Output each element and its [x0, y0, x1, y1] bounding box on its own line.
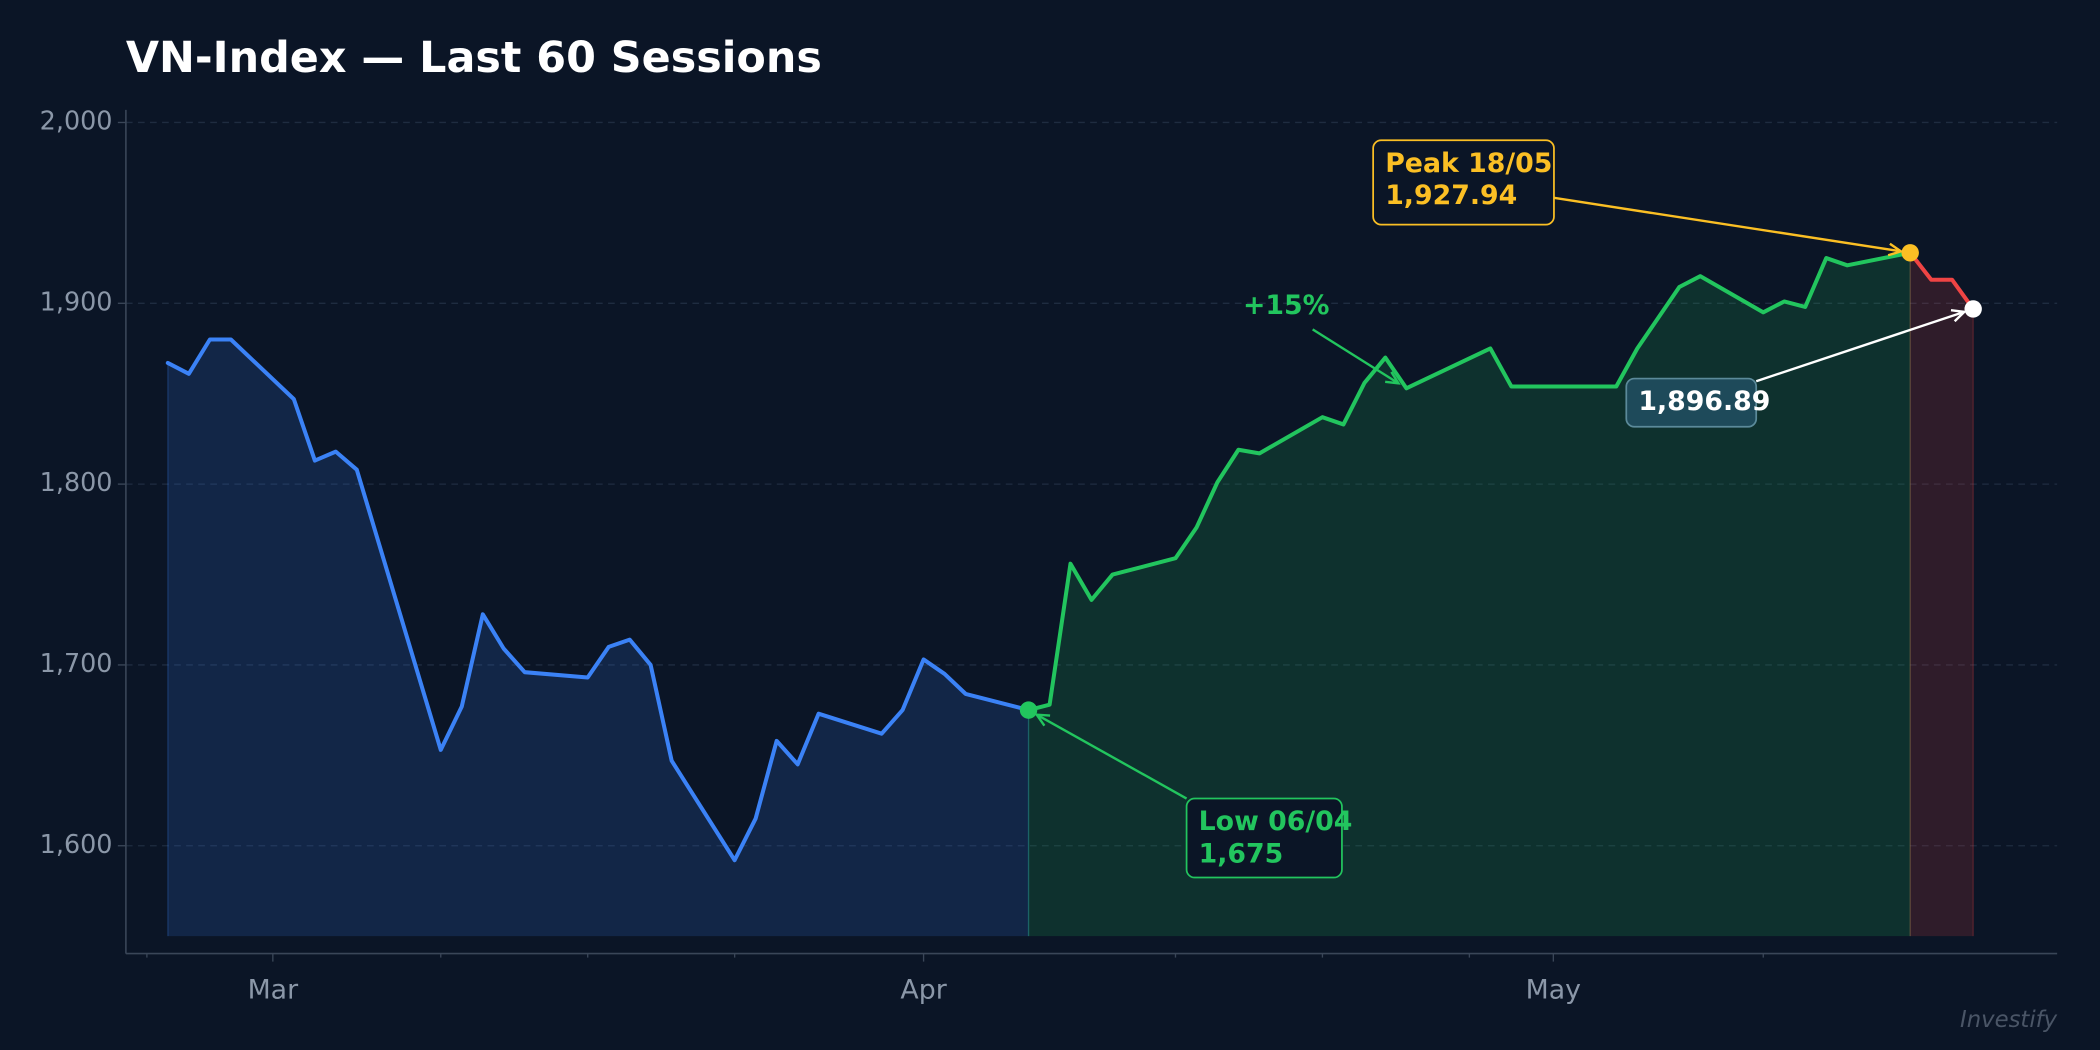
y-tick-label: 1,600: [40, 829, 113, 859]
line: [1026, 250, 1913, 713]
annotation-text: 1,675: [1199, 838, 1284, 869]
arrow-head: [1034, 713, 1051, 727]
area: [167, 339, 1029, 937]
area: [1910, 252, 1974, 937]
y-tick-label: 1,700: [40, 648, 113, 678]
watermark: Investify: [1960, 1007, 2058, 1033]
annotation-text: 1,896.89: [1638, 386, 1770, 417]
line: [165, 337, 1031, 863]
arrow-head: [1385, 371, 1401, 385]
annotation-arrow: [1755, 310, 1965, 383]
x-tick-label: Apr: [900, 975, 946, 1006]
annotation-marker: [1901, 244, 1919, 262]
annotation-box: [1625, 377, 1758, 428]
x-tick-label: May: [1526, 975, 1581, 1006]
annotation-text: +15%: [1243, 290, 1330, 321]
annotation-arrow: [1036, 713, 1188, 800]
annotation-text: Peak 18/05: [1385, 148, 1552, 179]
arrow-head: [1887, 242, 1904, 257]
y-tick-label: 1,800: [40, 467, 113, 497]
annotation-text: 1,927.94: [1385, 180, 1517, 211]
y-tick-label: 1,900: [40, 286, 113, 316]
annotation-box: [1185, 797, 1343, 879]
x-tick-label: Mar: [248, 975, 298, 1006]
annotation-text: Low 06/04: [1199, 806, 1353, 837]
line: [1908, 250, 1976, 311]
chart-title: VN-Index — Last 60 Sessions: [126, 33, 822, 83]
y-tick-label: 2,000: [40, 105, 113, 135]
annotation-arrow: [1312, 328, 1400, 385]
annotation-box: [1372, 139, 1555, 226]
annotation-arrow: [1553, 196, 1902, 253]
arrow-head: [1950, 308, 1967, 323]
annotation-marker: [1964, 300, 1982, 318]
annotation-marker: [1019, 701, 1038, 719]
